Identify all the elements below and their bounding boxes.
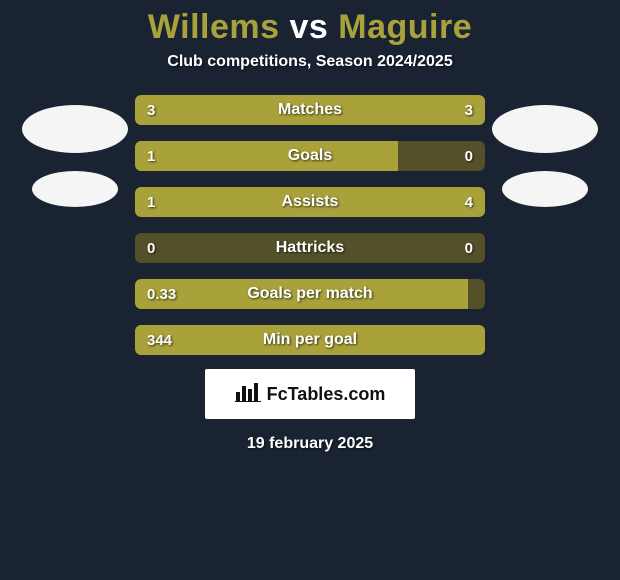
stat-label: Hattricks bbox=[135, 233, 485, 263]
player2-name: Maguire bbox=[338, 8, 472, 46]
stat-label: Min per goal bbox=[135, 325, 485, 355]
stat-bar: 344Min per goal bbox=[135, 325, 485, 355]
snapshot-date: 19 february 2025 bbox=[247, 435, 373, 453]
stat-bar: 0.33Goals per match bbox=[135, 279, 485, 309]
branding-text: FcTables.com bbox=[267, 384, 386, 405]
comparison-title: Willems vs Maguire bbox=[148, 8, 472, 47]
stat-bars-column: 33Matches 10Goals 14Assists 00Hattricks 0.33… bbox=[135, 95, 485, 355]
right-photo-column bbox=[485, 95, 605, 207]
player2-photo-secondary bbox=[502, 171, 588, 207]
left-photo-column bbox=[15, 95, 135, 207]
player1-photo-secondary bbox=[32, 171, 118, 207]
subtitle: Club competitions, Season 2024/2025 bbox=[167, 53, 452, 71]
stat-label: Goals per match bbox=[135, 279, 485, 309]
player1-name: Willems bbox=[148, 8, 280, 46]
stat-bar: 10Goals bbox=[135, 141, 485, 171]
player2-photo-primary bbox=[492, 105, 598, 153]
branding-box: FcTables.com bbox=[205, 369, 415, 419]
stat-bar: 00Hattricks bbox=[135, 233, 485, 263]
main-row: 33Matches 10Goals 14Assists 00Hattricks 0.33… bbox=[0, 95, 620, 355]
chart-bar-icon bbox=[235, 382, 261, 407]
stat-label: Matches bbox=[135, 95, 485, 125]
stat-bar: 33Matches bbox=[135, 95, 485, 125]
stat-label: Goals bbox=[135, 141, 485, 171]
stat-bar: 14Assists bbox=[135, 187, 485, 217]
stat-label: Assists bbox=[135, 187, 485, 217]
vs-separator: vs bbox=[290, 8, 329, 46]
player1-photo-primary bbox=[22, 105, 128, 153]
